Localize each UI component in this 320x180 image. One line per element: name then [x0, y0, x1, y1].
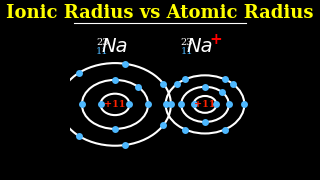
Text: Ionic Radius vs Atomic Radius: Ionic Radius vs Atomic Radius [6, 4, 314, 22]
Text: 23: 23 [96, 38, 109, 47]
Text: 11: 11 [181, 47, 193, 56]
Text: Na: Na [102, 37, 128, 56]
Text: 23: 23 [181, 38, 193, 47]
Text: +: + [209, 32, 222, 47]
Text: +11: +11 [194, 100, 216, 109]
Text: Na: Na [186, 37, 213, 56]
Text: 11: 11 [96, 47, 109, 56]
Text: +11: +11 [104, 100, 126, 109]
